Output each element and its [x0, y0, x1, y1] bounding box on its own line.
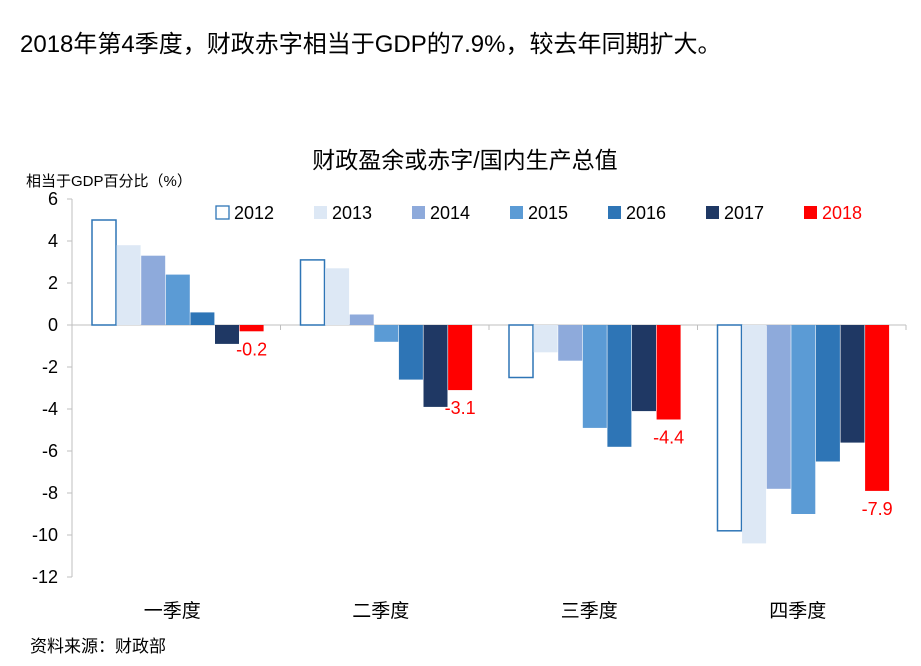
legend-swatch-2015 [510, 206, 523, 219]
bar-2012-3 [508, 324, 534, 379]
bar-2014-3 [558, 325, 583, 361]
y-tick-label: -2 [42, 357, 58, 377]
bar-2017-3 [632, 325, 656, 412]
bar-2013-1 [116, 245, 141, 325]
bar-2013-4 [742, 325, 767, 544]
y-tick-label: 0 [48, 315, 58, 335]
bar-2014-1 [141, 255, 166, 325]
bar-2017-4 [840, 325, 865, 443]
data-label: -4.4 [653, 428, 684, 448]
legend-swatch-2012 [215, 205, 230, 220]
legend-label-2015: 2015 [528, 203, 568, 223]
headline: 2018年第4季度，财政赤字相当于GDP的7.9%，较去年同期扩大。 [20, 31, 722, 58]
bar-2013-2 [325, 268, 350, 325]
legend-swatch-2013 [314, 206, 327, 219]
y-tick-label: -8 [42, 483, 58, 503]
bar-2015-3 [582, 325, 607, 428]
data-label: -3.1 [445, 398, 476, 418]
y-tick-label: -10 [32, 525, 58, 545]
bar-2012-4 [716, 324, 743, 532]
bar-2012-1 [91, 219, 117, 326]
category-label: 三季度 [561, 600, 618, 622]
bar-2015-4 [791, 325, 816, 514]
legend-label-2017: 2017 [724, 203, 764, 223]
bar-2017-2 [423, 325, 448, 407]
bar-2016-1 [190, 312, 215, 325]
legend-swatch-2016 [608, 206, 621, 219]
bar-2014-4 [766, 325, 791, 489]
y-tick-label: -4 [42, 399, 58, 419]
bar-2017-1 [215, 325, 239, 344]
bar-2018-4 [865, 325, 890, 491]
bar-2016-2 [398, 325, 423, 380]
bar-2016-4 [815, 325, 840, 462]
bar-2018-2 [448, 325, 473, 391]
source-note: 资料来源：财政部 [30, 637, 166, 656]
category-label: 二季度 [352, 600, 409, 622]
bar-2012-2 [299, 259, 326, 326]
category-label: 一季度 [144, 600, 201, 622]
bar-2013-3 [533, 325, 558, 353]
y-tick-label: 4 [48, 231, 58, 251]
bar-2015-2 [374, 325, 399, 342]
bar-2015-1 [165, 274, 190, 325]
legend-label-2018: 2018 [822, 203, 862, 223]
data-label: -0.2 [236, 339, 267, 359]
y-axis-label: 相当于GDP百分比（%） [26, 173, 192, 190]
data-label: -7.9 [862, 499, 893, 519]
y-tick-label: 2 [48, 273, 58, 293]
legend-swatch-2017 [706, 206, 719, 219]
bar-2018-3 [656, 325, 681, 420]
legend-swatch-2014 [412, 206, 425, 219]
chart-title: 财政盈余或赤字/国内生产总值 [312, 147, 617, 173]
legend-label-2013: 2013 [332, 203, 372, 223]
bar-2016-3 [607, 325, 632, 447]
legend-label-2012: 2012 [234, 203, 274, 223]
legend-swatch-2018 [804, 206, 817, 219]
bar-2014-2 [349, 314, 374, 325]
legend-label-2014: 2014 [430, 203, 470, 223]
bar-2018-1 [239, 325, 264, 332]
y-tick-label: -6 [42, 441, 58, 461]
category-label: 四季度 [769, 600, 826, 622]
y-tick-label: 6 [48, 189, 58, 209]
legend-label-2016: 2016 [626, 203, 666, 223]
y-tick-label: -12 [32, 567, 58, 587]
